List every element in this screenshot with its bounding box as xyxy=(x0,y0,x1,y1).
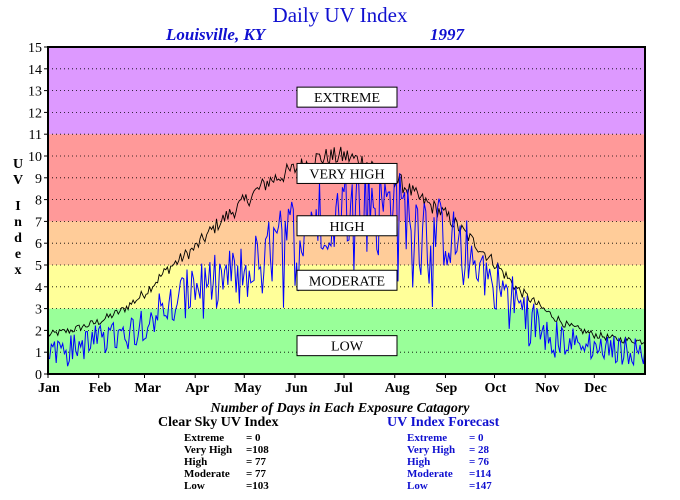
y-tick-label: 1 xyxy=(35,346,42,361)
x-tick-label: Dec xyxy=(584,381,607,396)
band-label-text: VERY HIGH xyxy=(309,167,384,182)
y-tick-label: 3 xyxy=(35,303,42,318)
band-label-box xyxy=(296,162,398,184)
band-label-text: MODERATE xyxy=(309,274,385,289)
band-label-text: EXTREME xyxy=(314,91,380,106)
x-tick-label: May xyxy=(234,381,261,396)
y-axis-label-letter: x xyxy=(15,263,22,278)
band-label-box xyxy=(296,335,398,357)
stat-row-extreme: Extreme = 0 xyxy=(184,432,278,444)
band-label-text: LOW xyxy=(331,340,364,355)
stat-value: =114 xyxy=(469,468,492,480)
stat-row-low: Low =103 xyxy=(184,480,278,492)
x-tick-label: Nov xyxy=(535,381,559,396)
x-tick-label: Feb xyxy=(89,381,112,396)
y-tick-label: 4 xyxy=(35,281,42,296)
stat-label: Extreme xyxy=(184,432,225,444)
x-tick-labels: Jan Feb Mar Apr May Jun Jul Aug Sep Oct Nov Dec xyxy=(38,374,607,396)
stat-value: = 28 xyxy=(469,444,490,456)
days-heading: Number of Days in Each Exposure Catagory xyxy=(210,401,470,416)
x-tick-label: Oct xyxy=(485,381,507,396)
stat-label: High xyxy=(407,456,431,468)
stat-value: = 76 xyxy=(469,456,490,468)
stat-label: Low xyxy=(184,480,205,492)
stat-row-extreme: Extreme = 0 xyxy=(407,432,499,444)
stat-value: =108 xyxy=(246,444,269,456)
stat-row-high: High = 76 xyxy=(407,456,499,468)
stat-label: Moderate xyxy=(184,468,230,480)
year-label: 1997 xyxy=(430,25,464,44)
band-label-box xyxy=(296,215,398,237)
stat-value: = 77 xyxy=(246,456,267,468)
plot-frame xyxy=(47,46,646,375)
band-label-text: HIGH xyxy=(330,220,365,235)
band-labels: LOW MODERATE HIGH VERY HIGH EXTREME xyxy=(296,86,398,357)
y-tick-label: 7 xyxy=(35,215,42,230)
stat-row-moderate: Moderate =114 xyxy=(407,468,499,480)
band-label-very-high: VERY HIGH xyxy=(296,162,398,184)
series-line-clear-sky xyxy=(47,146,646,345)
stat-label: Extreme xyxy=(407,432,448,444)
band-label-low: LOW xyxy=(296,335,398,357)
y-tick-label: 0 xyxy=(35,368,42,383)
band-label-box xyxy=(296,269,398,291)
forecast-stats-title: UV Index Forecast xyxy=(387,415,500,430)
clear-sky-stats: Clear Sky UV Index Extreme = 0 Very High =… xyxy=(158,415,278,492)
y-tick-label: 13 xyxy=(28,85,42,100)
x-tick-label: Jul xyxy=(334,381,353,396)
stat-value: =147 xyxy=(469,480,492,492)
x-tick-label: Apr xyxy=(185,381,209,396)
series-line-forecast xyxy=(47,164,646,367)
stat-row-moderate: Moderate = 77 xyxy=(184,468,278,480)
stat-value: = 0 xyxy=(469,432,484,444)
clear-sky-stats-title: Clear Sky UV Index xyxy=(158,415,279,430)
y-tick-label: 9 xyxy=(35,172,42,187)
y-axis-label-letter: V xyxy=(13,173,23,188)
stat-row-low: Low =147 xyxy=(407,480,499,492)
band-label-moderate: MODERATE xyxy=(296,269,398,291)
y-axis-label-letter: d xyxy=(14,231,22,246)
stat-row-very-high: Very High =108 xyxy=(184,444,278,456)
stat-value: = 0 xyxy=(246,432,261,444)
forecast-stats: UV Index Forecast Extreme = 0 Very High = … xyxy=(387,415,499,492)
y-axis-label-letter: I xyxy=(15,199,20,214)
stat-label: Low xyxy=(407,480,428,492)
y-tick-label: 14 xyxy=(28,63,42,78)
y-axis-label-letter: n xyxy=(14,215,22,230)
x-tick-label: Mar xyxy=(135,381,161,396)
y-tick-label: 6 xyxy=(35,237,42,252)
x-tick-label: Jun xyxy=(285,381,308,396)
stat-row-high: High = 77 xyxy=(184,456,278,468)
x-tick-label: Jan xyxy=(38,381,60,396)
y-tick-label: 2 xyxy=(35,324,42,339)
band-label-extreme: EXTREME xyxy=(296,86,398,108)
y-tick-label: 12 xyxy=(28,106,42,121)
band-label-high: HIGH xyxy=(296,215,398,237)
y-tick-label: 5 xyxy=(35,259,42,274)
stat-label: High xyxy=(184,456,208,468)
y-tick-label: 10 xyxy=(28,150,42,165)
stat-label: Very High xyxy=(407,444,456,456)
y-tick-label: 15 xyxy=(28,41,42,56)
y-tick-label: 8 xyxy=(35,194,42,209)
stat-label: Moderate xyxy=(407,468,453,480)
x-tick-label: Sep xyxy=(435,381,457,396)
band-label-box xyxy=(296,86,398,108)
stat-value: =103 xyxy=(246,480,269,492)
x-tick-label: Aug xyxy=(385,381,410,396)
chart-title: Daily UV Index xyxy=(272,3,408,27)
y-axis-label-letter: e xyxy=(15,247,21,262)
series-layer xyxy=(47,146,646,367)
stat-label: Very High xyxy=(184,444,233,456)
location-subtitle: Louisville, KY xyxy=(166,25,266,44)
stat-value: = 77 xyxy=(246,468,267,480)
y-axis-label-letter: U xyxy=(13,157,23,172)
y-tick-label: 11 xyxy=(29,128,42,143)
stat-row-very-high: Very High = 28 xyxy=(407,444,499,456)
